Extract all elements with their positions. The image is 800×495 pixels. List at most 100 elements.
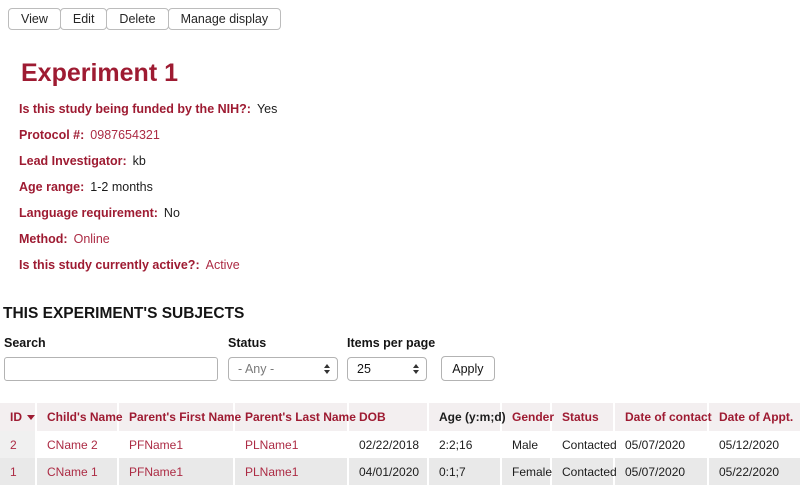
select-arrows-icon bbox=[324, 364, 330, 374]
column-header-childs-name[interactable]: Child's Name bbox=[35, 403, 123, 431]
column-header-date-of-appt[interactable]: Date of Appt. bbox=[707, 403, 800, 431]
child-name-link[interactable]: CName 2 bbox=[47, 437, 98, 452]
column-header-label: ID bbox=[10, 410, 22, 424]
tab-delete[interactable]: Delete bbox=[106, 8, 169, 30]
column-header-label: Parent's Last Name bbox=[245, 410, 356, 424]
cell-value: Contacted bbox=[562, 464, 617, 479]
column-header-label: Child's Name bbox=[47, 410, 123, 424]
field-language-requirement: Language requirement: No bbox=[19, 206, 800, 220]
cell-parents-last-name: PLName1 bbox=[233, 431, 347, 458]
field-label: Protocol #: bbox=[19, 128, 85, 142]
parent-last-name-link[interactable]: PLName1 bbox=[245, 464, 299, 479]
primary-tabs: View Edit Delete Manage display bbox=[0, 0, 800, 30]
column-header-label: Date of Appt. bbox=[719, 410, 794, 424]
cell-dob: 04/01/2020 bbox=[347, 458, 427, 485]
column-header-parents-last-name[interactable]: Parent's Last Name bbox=[233, 403, 356, 431]
field-method: Method: Online bbox=[19, 232, 800, 246]
items-per-page-filter: Items per page 25 bbox=[347, 336, 435, 381]
column-header-dob[interactable]: DOB bbox=[347, 403, 427, 431]
cell-status: Contacted bbox=[550, 431, 617, 458]
parent-first-name-link[interactable]: PFName1 bbox=[129, 437, 184, 452]
cell-id: 1 bbox=[0, 458, 35, 485]
protocol-link[interactable]: 0987654321 bbox=[90, 128, 160, 142]
field-label: Is this study being funded by the NIH?: bbox=[19, 102, 251, 116]
cell-date-of-appt: 05/22/2020 bbox=[707, 458, 800, 485]
cell-id: 2 bbox=[0, 431, 35, 458]
cell-childs-name: CName 2 bbox=[35, 431, 117, 458]
cell-value: 04/01/2020 bbox=[359, 464, 420, 479]
field-protocol-number: Protocol #: 0987654321 bbox=[19, 128, 800, 142]
search-label: Search bbox=[4, 336, 46, 350]
cell-parents-last-name: PLName1 bbox=[233, 458, 347, 485]
subject-id-link[interactable]: 1 bbox=[10, 464, 17, 479]
search-filter: Search bbox=[4, 336, 218, 381]
cell-value: 05/07/2020 bbox=[625, 464, 686, 479]
column-header-label: DOB bbox=[359, 410, 386, 424]
cell-value: 02/22/2018 bbox=[359, 437, 420, 452]
column-header-status[interactable]: Status bbox=[550, 403, 613, 431]
field-value: Yes bbox=[256, 102, 278, 116]
field-label: Language requirement: bbox=[19, 206, 158, 220]
cell-parents-first-name: PFName1 bbox=[117, 458, 233, 485]
cell-date-of-contact: 05/07/2020 bbox=[613, 458, 707, 485]
subjects-heading: THIS EXPERIMENT'S SUBJECTS bbox=[3, 305, 245, 322]
field-nih-funded: Is this study being funded by the NIH?: Y… bbox=[19, 102, 800, 116]
status-filter: Status - Any - bbox=[228, 336, 338, 381]
subjects-table: ID Child's Name Parent's First Name Pare… bbox=[0, 403, 800, 485]
page-title: Experiment 1 bbox=[21, 59, 179, 87]
items-per-page-label: Items per page bbox=[347, 336, 436, 350]
cell-gender: Male bbox=[500, 431, 550, 458]
cell-value: Female bbox=[512, 464, 553, 479]
column-header-label: Parent's First Name bbox=[129, 410, 242, 424]
column-header-label: Age (y:m;d) bbox=[439, 410, 506, 424]
status-label: Status bbox=[228, 336, 267, 350]
column-header-label: Gender bbox=[512, 410, 555, 424]
experiment-fields: Is this study being funded by the NIH?: Y… bbox=[19, 102, 800, 272]
table-row: 1 CName 1 PFName1 PLName1 04/01/2020 0:1… bbox=[0, 458, 800, 485]
child-name-link[interactable]: CName 1 bbox=[47, 464, 98, 479]
field-lead-investigator: Lead Investigator: kb bbox=[19, 154, 800, 168]
cell-age: 2:2;16 bbox=[427, 431, 500, 458]
cell-parents-first-name: PFName1 bbox=[117, 431, 233, 458]
filters-bar: Search Status - Any - Items per page 25 … bbox=[4, 336, 800, 381]
cell-childs-name: CName 1 bbox=[35, 458, 117, 485]
cell-value: Contacted bbox=[562, 437, 617, 452]
parent-last-name-link[interactable]: PLName1 bbox=[245, 437, 299, 452]
column-header-parents-first-name[interactable]: Parent's First Name bbox=[117, 403, 241, 431]
cell-value: 05/07/2020 bbox=[625, 437, 686, 452]
field-label: Lead Investigator: bbox=[19, 154, 127, 168]
cell-age: 0:1;7 bbox=[427, 458, 500, 485]
apply-button[interactable]: Apply bbox=[441, 356, 495, 381]
subject-id-link[interactable]: 2 bbox=[10, 437, 17, 452]
search-input[interactable] bbox=[4, 357, 218, 381]
method-link[interactable]: Online bbox=[73, 232, 110, 246]
field-value: No bbox=[163, 206, 180, 220]
cell-date-of-contact: 05/07/2020 bbox=[613, 431, 707, 458]
active-status-link[interactable]: Active bbox=[205, 258, 240, 272]
column-header-gender[interactable]: Gender bbox=[500, 403, 554, 431]
cell-value: Male bbox=[512, 437, 539, 452]
cell-dob: 02/22/2018 bbox=[347, 431, 427, 458]
column-header-age: Age (y:m;d) bbox=[427, 403, 506, 431]
field-currently-active: Is this study currently active?: Active bbox=[19, 258, 800, 272]
tab-manage-display[interactable]: Manage display bbox=[167, 8, 282, 30]
sort-desc-icon bbox=[27, 415, 35, 421]
table-row: 2 CName 2 PFName1 PLName1 02/22/2018 2:2… bbox=[0, 431, 800, 458]
tab-view[interactable]: View bbox=[8, 8, 61, 30]
column-header-date-of-contact[interactable]: Date of contact bbox=[613, 403, 712, 431]
status-select[interactable]: - Any - bbox=[228, 357, 338, 381]
column-header-id[interactable]: ID bbox=[0, 403, 35, 431]
cell-status: Contacted bbox=[550, 458, 617, 485]
tab-edit[interactable]: Edit bbox=[59, 8, 108, 30]
field-label: Method: bbox=[19, 232, 68, 246]
cell-value: 2:2;16 bbox=[439, 437, 473, 452]
cell-gender: Female bbox=[500, 458, 553, 485]
field-label: Is this study currently active?: bbox=[19, 258, 200, 272]
items-per-page-selected-value: 25 bbox=[357, 362, 371, 376]
parent-first-name-link[interactable]: PFName1 bbox=[129, 464, 184, 479]
cell-value: 05/22/2020 bbox=[719, 464, 780, 479]
column-header-label: Status bbox=[562, 410, 599, 424]
status-selected-value: - Any - bbox=[238, 362, 275, 376]
select-arrows-icon bbox=[413, 364, 419, 374]
items-per-page-select[interactable]: 25 bbox=[347, 357, 427, 381]
